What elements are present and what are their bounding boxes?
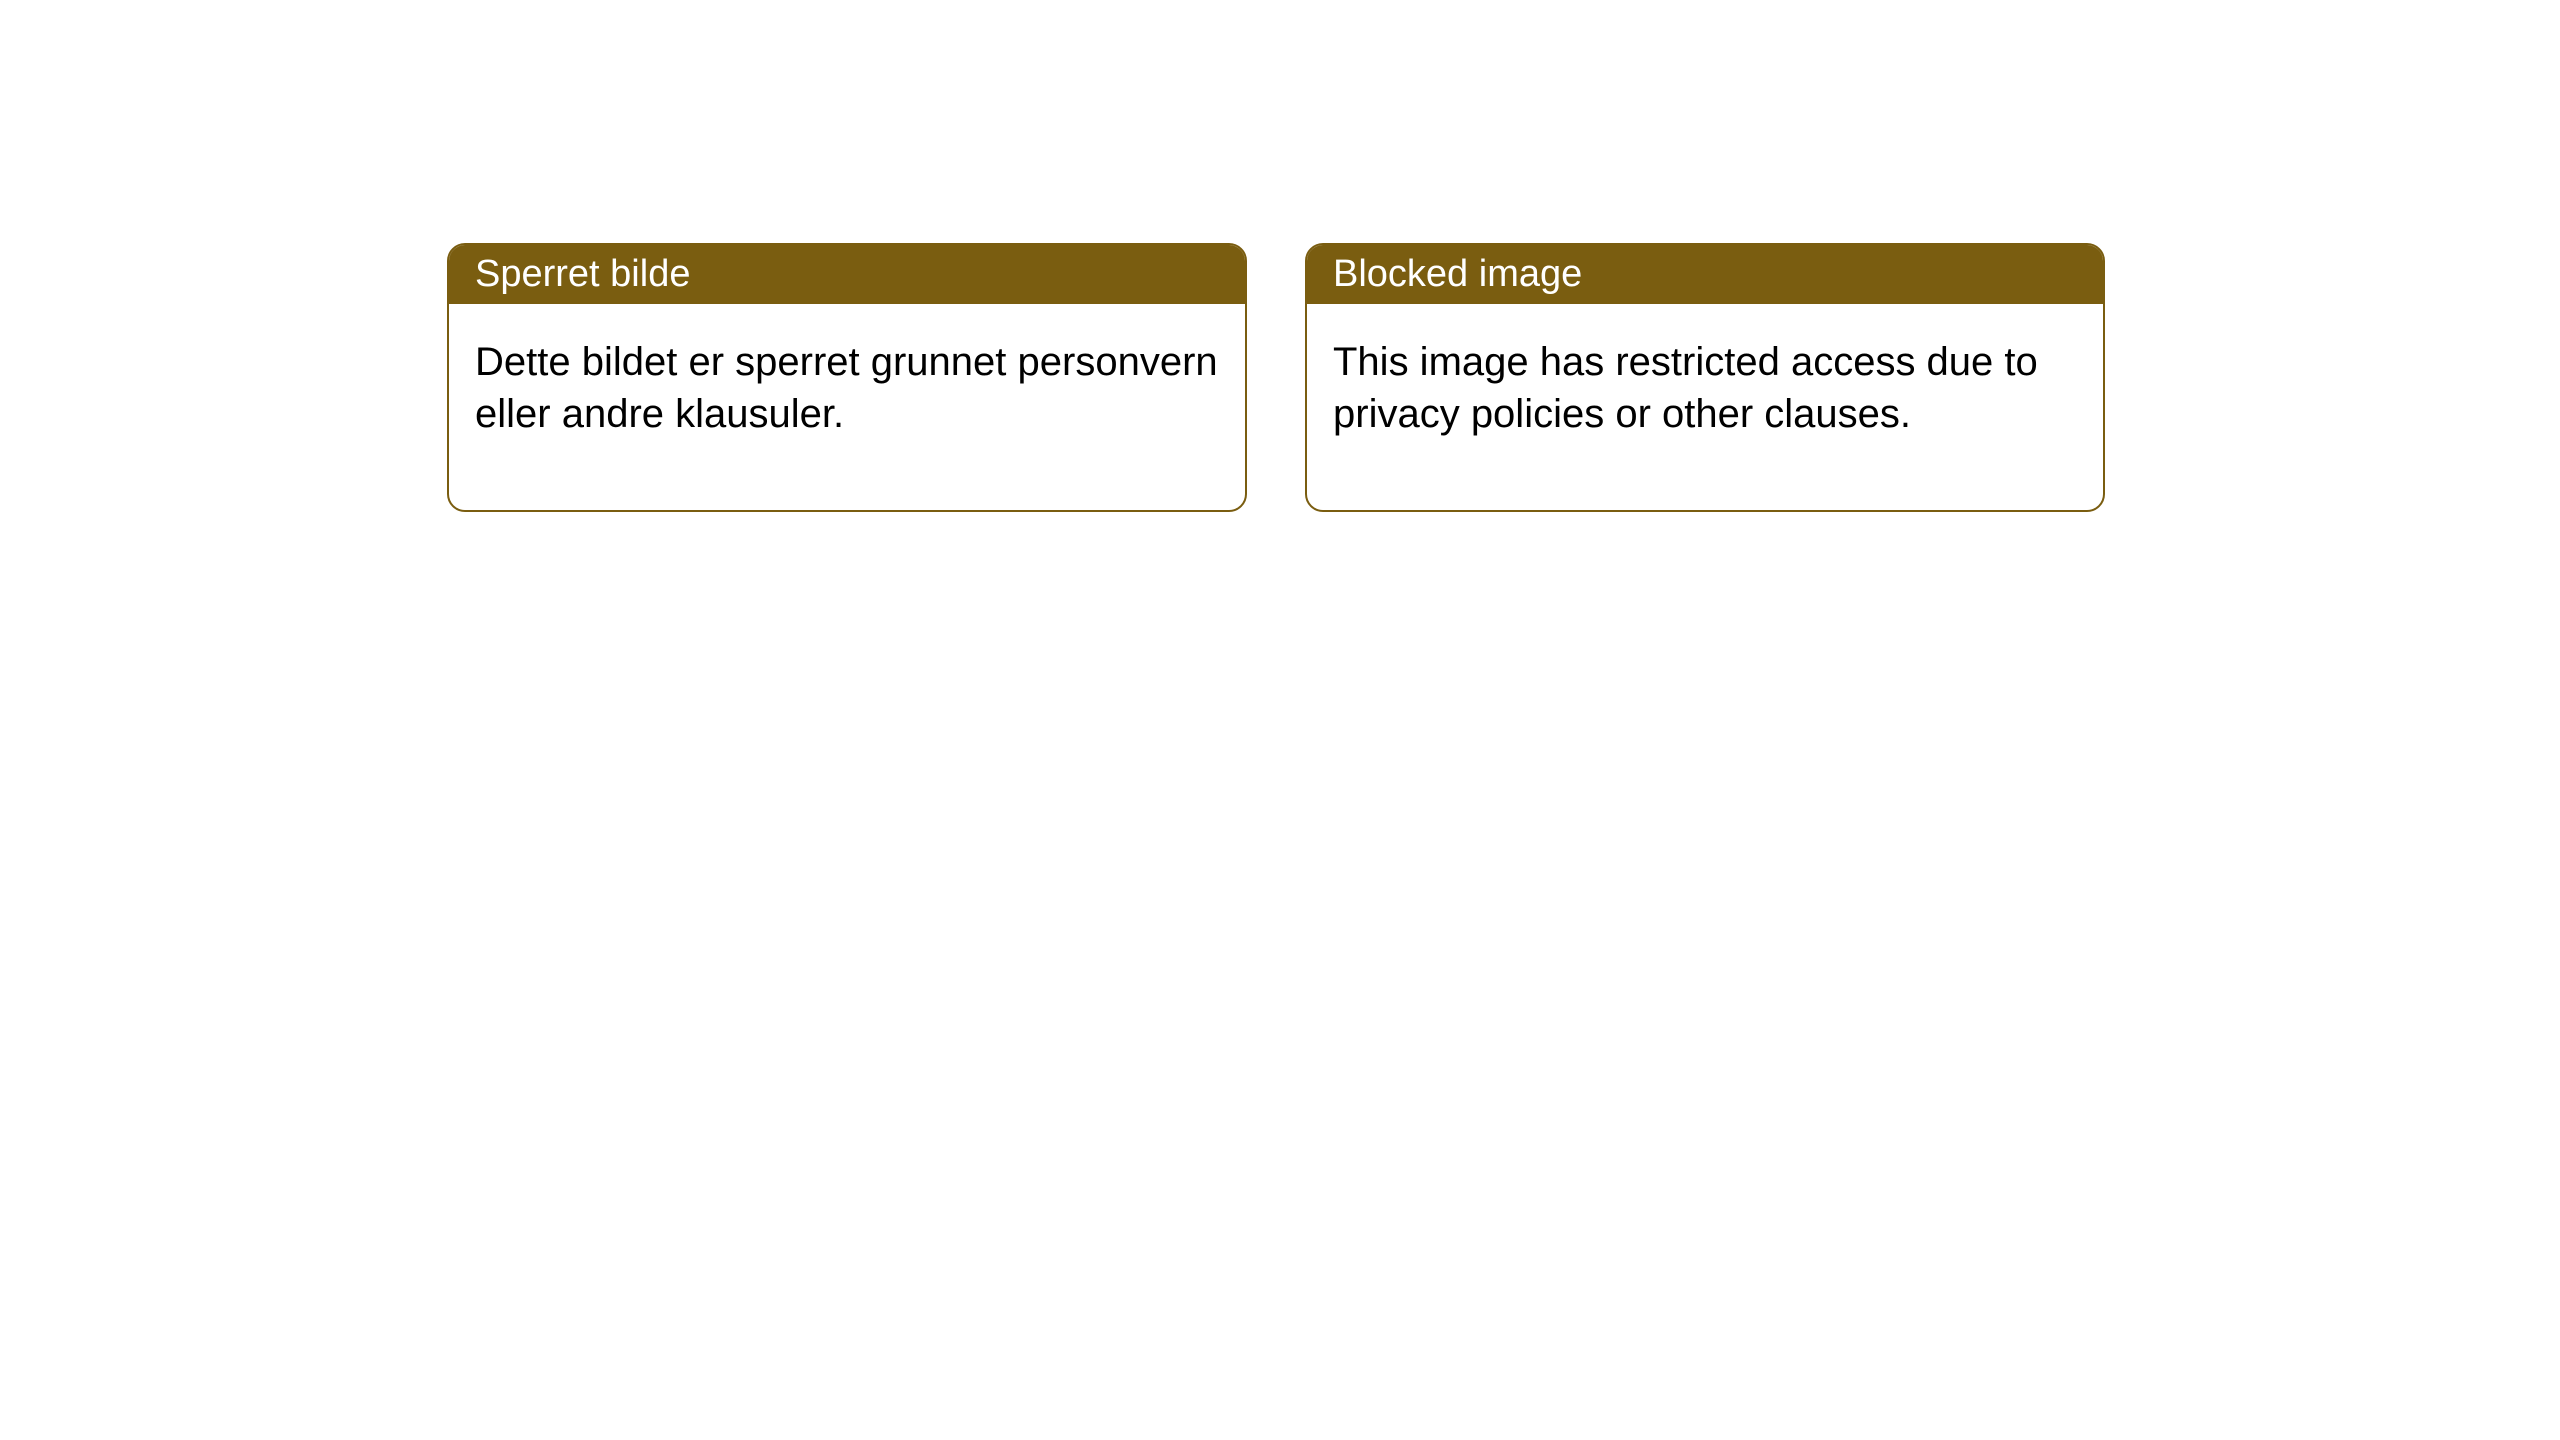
notice-title-norwegian: Sperret bilde xyxy=(449,245,1245,304)
notice-message-norwegian: Dette bildet er sperret grunnet personve… xyxy=(449,304,1245,510)
notice-message-english: This image has restricted access due to … xyxy=(1307,304,2103,510)
notice-card-english: Blocked image This image has restricted … xyxy=(1305,243,2105,512)
notice-card-norwegian: Sperret bilde Dette bildet er sperret gr… xyxy=(447,243,1247,512)
notice-container: Sperret bilde Dette bildet er sperret gr… xyxy=(0,0,2560,512)
notice-title-english: Blocked image xyxy=(1307,245,2103,304)
